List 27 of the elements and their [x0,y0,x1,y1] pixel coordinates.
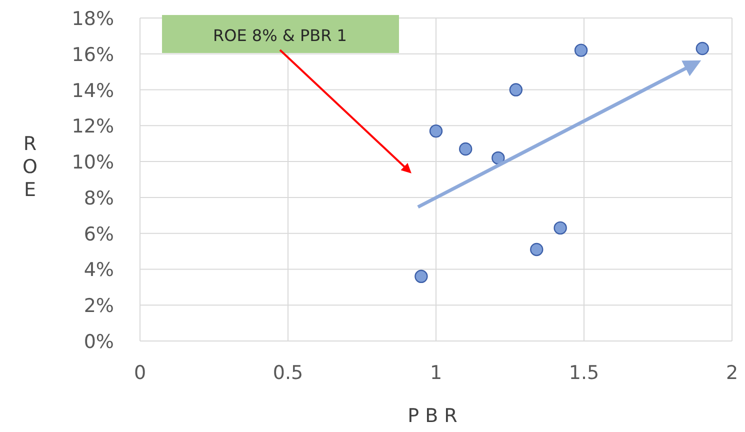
point [574,44,588,57]
point [429,124,443,138]
y-tick-label: 12% [72,116,114,138]
y-tick-label: 14% [72,80,114,102]
y-tick-label: 0% [84,331,114,353]
point [554,221,567,235]
x-tick-label: 0 [134,362,146,384]
x-tick-label: 1.5 [568,362,600,384]
point [414,270,428,283]
y-tick-label: 6% [84,223,114,246]
y-tick-label: 4% [84,259,114,282]
y-tick-label: 10% [72,152,114,174]
y-tick-label: 2% [84,295,114,318]
point [509,83,523,96]
x-tick-label: 0.5 [272,362,304,384]
point [492,151,505,165]
y-axis-title: ROE [22,133,38,201]
x-axis-title: P B R [408,405,458,427]
y-tick-label: 16% [72,44,114,66]
x-tick-label: 2 [726,362,738,384]
y-tick-label: 8% [84,187,114,210]
point [696,42,709,56]
x-tick-label: 1 [430,362,442,384]
point [459,142,472,156]
y-tick-label: 18% [72,8,114,30]
annotation: ROE 8% & PBR 1 [213,26,347,45]
point [530,242,544,256]
